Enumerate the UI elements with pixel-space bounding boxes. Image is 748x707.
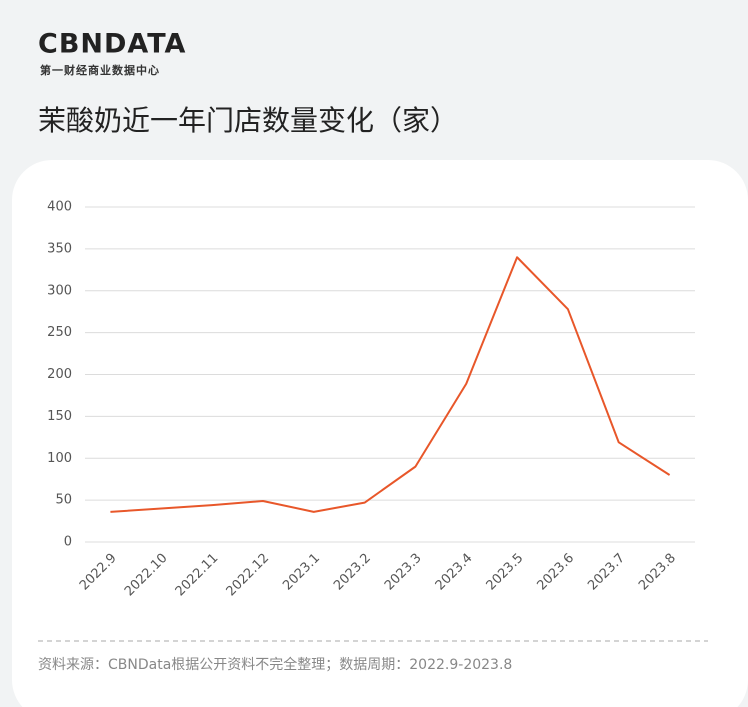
logo: CBNDATA	[38, 29, 186, 60]
line-series	[110, 256, 671, 513]
source-note: 资料来源：CBNData根据公开资料不完全整理；数据周期：2022.9-2023…	[38, 656, 512, 673]
y-tick-label: 150	[47, 409, 72, 424]
y-tick-label: 50	[55, 493, 72, 508]
logo-tagline: 第一财经商业数据中心	[40, 63, 160, 77]
chart-title: 茉酸奶近一年门店数量变化（家）	[38, 104, 458, 137]
y-tick-label: 200	[47, 367, 72, 382]
y-tick-label: 350	[47, 241, 72, 256]
card	[12, 160, 748, 707]
y-tick-label: 100	[47, 451, 72, 466]
y-tick-label: 300	[47, 283, 72, 298]
y-tick-label: 250	[47, 325, 72, 340]
y-tick-label: 400	[47, 200, 72, 215]
y-tick-label: 0	[64, 535, 72, 550]
